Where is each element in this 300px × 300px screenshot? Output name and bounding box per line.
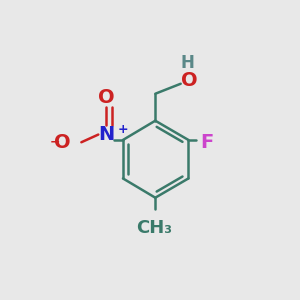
Text: +: + xyxy=(118,123,128,136)
Text: N: N xyxy=(98,125,114,144)
Text: O: O xyxy=(98,88,114,107)
Text: O: O xyxy=(54,133,70,152)
Text: −: − xyxy=(49,136,60,149)
Text: H: H xyxy=(181,54,195,72)
Text: F: F xyxy=(200,133,213,152)
Text: CH₃: CH₃ xyxy=(136,219,172,237)
Text: O: O xyxy=(181,71,197,90)
